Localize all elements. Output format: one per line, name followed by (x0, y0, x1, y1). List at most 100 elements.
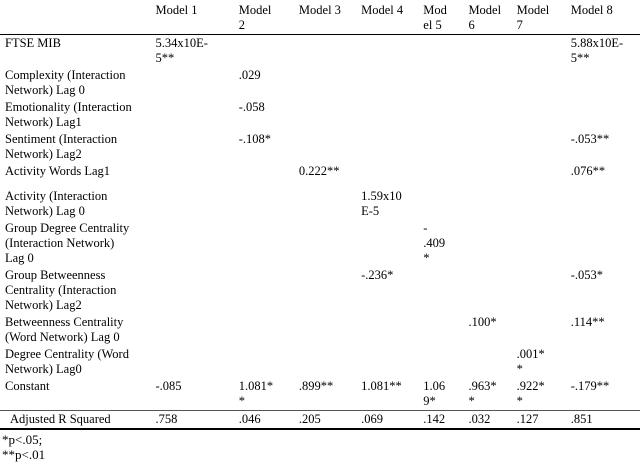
row-label: Group Degree Centrality (Interaction Net… (5, 221, 130, 265)
table-header: Model 1 Model 2 Model 3 Model 4 Mod el 5 Mode… (0, 2, 640, 35)
cell-row7-model4: -.236* (361, 268, 394, 282)
cell-row2-model5 (423, 99, 468, 131)
cell-row7-model2 (239, 267, 299, 314)
cell-row6-model1 (155, 220, 238, 267)
table-row: Sentiment (Interaction Network) Lag2 -.10… (0, 131, 640, 163)
table-row: Betweenness Centrality (Word Network) La… (0, 314, 640, 346)
cell-row6-model2 (239, 220, 299, 267)
table-row: Activity Words Lag1 0.222** .076** (0, 163, 640, 188)
cell-row7-model8: -.053* (570, 268, 604, 282)
cell-row9-model5 (423, 346, 468, 378)
cell-row3-model2: -.108* (238, 132, 272, 146)
cell-row10-model2: 1.081* * (238, 379, 274, 408)
table-footnotes: *p<.05; **p<.01 (0, 430, 640, 462)
cell-row8-model1 (155, 314, 238, 346)
table-row: FTSE MIB 5.34x10E- 5** 5.88x10E- 5** (0, 35, 640, 68)
cell-row6-model4 (361, 220, 423, 267)
footnote-significance-01: **p<.01 (2, 447, 46, 462)
column-header-model-4: Model 4 (361, 2, 424, 35)
cell-row6-model6 (468, 220, 516, 267)
cell-row10-model6: .963* * (468, 379, 497, 408)
cell-row5-model7 (517, 188, 571, 220)
cell-row2-model1 (155, 99, 238, 131)
cell-row11-model7: .127 (516, 410, 571, 430)
cell-row8-model2 (239, 314, 299, 346)
cell-row8-model7 (517, 314, 571, 346)
cell-row5-model3 (299, 188, 361, 220)
cell-row0-model4 (361, 35, 423, 68)
row-label: Adjusted R Squared (0, 410, 156, 430)
cell-row9-model6 (468, 346, 516, 378)
table-row: Group Betweenness Centrality (Interactio… (0, 267, 640, 314)
cell-row3-model6 (468, 131, 516, 163)
cell-row4-model6 (468, 163, 516, 188)
cell-row1-model1 (155, 67, 238, 99)
row-label: FTSE MIB (5, 36, 61, 50)
cell-row11-model6: .032 (468, 410, 517, 430)
column-header-model-5: Mod el 5 (423, 2, 469, 35)
cell-row8-model5 (423, 314, 468, 346)
cell-row5-model5 (423, 188, 468, 220)
table-row: Constant -.085 1.081* * .899** 1.081** 1.06 9… (0, 378, 640, 411)
table-row: Group Degree Centrality (Interaction Net… (0, 220, 640, 267)
cell-row3-model8: -.053** (570, 132, 610, 146)
cell-row1-model5 (423, 67, 468, 99)
regression-results-table: Model 1 Model 2 Model 3 Model 4 Mod el 5 Mode… (0, 2, 640, 430)
cell-row5-model2 (239, 188, 299, 220)
column-header-model-2: Model 2 (238, 2, 299, 35)
cell-row9-model2 (239, 346, 299, 378)
header-variable-column (0, 2, 156, 35)
cell-row4-model1 (155, 163, 238, 188)
cell-row11-model1: .758 (155, 410, 239, 430)
cell-row2-model6 (468, 99, 516, 131)
table-row: Activity (Interaction Network) Lag 0 1.59… (0, 188, 640, 220)
cell-row1-model2: .029 (238, 68, 261, 82)
table-row: Adjusted R Squared .758.046.205.069.142.0… (0, 410, 640, 430)
cell-row6-model3 (299, 220, 361, 267)
column-header-model-7: Model 7 (516, 2, 571, 35)
cell-row7-model1 (155, 267, 238, 314)
cell-row7-model6 (468, 267, 516, 314)
cell-row6-model8 (571, 220, 640, 267)
cell-row3-model5 (423, 131, 468, 163)
cell-row5-model4: 1.59x10 E-5 (361, 189, 402, 218)
row-label: Group Betweenness Centrality (Interactio… (5, 268, 117, 312)
cell-row4-model5 (423, 163, 468, 188)
cell-row5-model8 (571, 188, 640, 220)
cell-row4-model3: 0.222** (298, 164, 340, 178)
cell-row0-model5 (423, 35, 468, 68)
table-row: Degree Centrality (Word Network) Lag0 .00… (0, 346, 640, 378)
cell-row2-model4 (361, 99, 423, 131)
cell-row9-model1 (155, 346, 238, 378)
cell-row6-model5: - .409 * (423, 221, 446, 265)
row-label: Betweenness Centrality (Word Network) La… (5, 315, 124, 344)
cell-row6-model7 (517, 220, 571, 267)
column-header-model-8: Model 8 (570, 2, 640, 35)
cell-row5-model1 (155, 188, 238, 220)
cell-row4-model8: .076** (570, 164, 606, 178)
row-label: Degree Centrality (Word Network) Lag0 (5, 347, 129, 376)
footnote-significance-05: *p<.05; (2, 432, 43, 447)
row-label: Sentiment (Interaction Network) Lag2 (5, 132, 118, 161)
cell-row3-model3 (299, 131, 361, 163)
table-body: FTSE MIB 5.34x10E- 5** 5.88x10E- 5** Comple… (0, 35, 640, 430)
cell-row5-model6 (468, 188, 516, 220)
row-label: Constant (5, 379, 50, 393)
table-row: Complexity (Interaction Network) Lag 0 .0… (0, 67, 640, 99)
cell-row4-model2 (239, 163, 299, 188)
cell-row11-model2: .046 (238, 410, 299, 430)
cell-row2-model3 (299, 99, 361, 131)
cell-row4-model4 (361, 163, 423, 188)
column-header-model-1: Model 1 (155, 2, 239, 35)
cell-row1-model3 (299, 67, 361, 99)
cell-row0-model2 (239, 35, 299, 68)
cell-row8-model8: .114** (570, 315, 605, 329)
cell-row1-model6 (468, 67, 516, 99)
cell-row4-model7 (517, 163, 571, 188)
cell-row1-model4 (361, 67, 423, 99)
cell-row8-model3 (299, 314, 361, 346)
cell-row11-model4: .069 (361, 410, 424, 430)
cell-row0-model8: 5.88x10E- 5** (570, 36, 624, 65)
cell-row0-model3 (299, 35, 361, 68)
